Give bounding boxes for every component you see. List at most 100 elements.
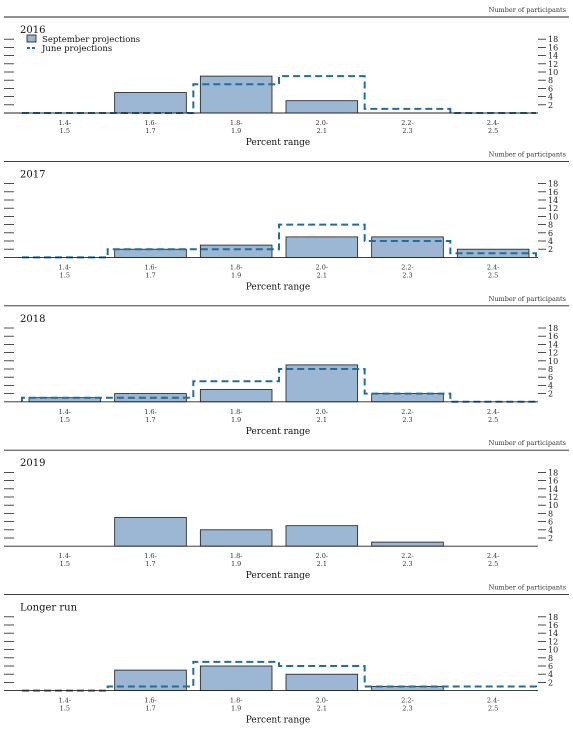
x-tick-label: 2.2-2.3	[401, 552, 414, 568]
y-tick-label: 6	[548, 373, 553, 382]
x-tick-label-line: 2.2-	[401, 263, 414, 271]
y-tick-label: 10	[548, 68, 558, 77]
x-tick-label-line: 2.4-	[487, 408, 500, 416]
x-tick-label-line: 1.6-	[144, 552, 157, 560]
x-tick-label-line: 2.5	[488, 271, 498, 279]
y-tick-label: 4	[548, 670, 553, 679]
x-tick-label: 1.6-1.7	[144, 552, 157, 568]
bar-september	[285, 673, 359, 692]
unit-label: Number of participants	[489, 439, 566, 447]
x-tick-label-line: 2.1	[317, 127, 327, 135]
y-tick-label: 14	[548, 52, 558, 61]
x-tick-label-line: 1.9	[231, 271, 241, 279]
x-tick-label-line: 2.4-	[487, 697, 500, 705]
panel-title: 2019	[20, 458, 45, 469]
x-tick-label-line: 2.2-	[401, 408, 414, 416]
x-tick-label-line: 2.5	[488, 127, 498, 135]
unit-label: Number of participants	[489, 6, 566, 14]
x-tick-label: 2.2-2.3	[401, 697, 414, 713]
y-tick-label: 8	[548, 221, 553, 230]
y-tick-label: 10	[548, 212, 558, 221]
x-tick-label-line: 2.1	[317, 416, 327, 424]
chart-panel-3: Number of participants 2019 24681012141618…	[4, 439, 569, 581]
y-tick-label: 12	[548, 204, 558, 213]
x-axis-label: Percent range	[246, 138, 310, 148]
bar-september	[285, 236, 359, 258]
bar-september	[371, 541, 444, 547]
y-tick-label: 12	[548, 637, 558, 646]
x-tick-label-line: 2.2-	[401, 552, 414, 560]
x-tick-label-line: 2.3	[402, 416, 412, 424]
x-tick-label-line: 2.5	[488, 416, 498, 424]
x-tick-label: 1.4-1.5	[59, 263, 72, 279]
x-tick-label-line: 2.1	[317, 271, 327, 279]
x-tick-label-line: 2.0-	[316, 552, 329, 560]
panel-title: 2018	[20, 314, 45, 325]
x-tick-label: 2.2-2.3	[401, 263, 414, 279]
y-tick-label: 14	[548, 340, 558, 349]
x-tick-label: 2.0-2.1	[316, 119, 329, 135]
y-tick-label: 4	[548, 237, 553, 246]
x-tick-label-line: 1.4-	[59, 408, 72, 416]
x-tick-label: 1.4-1.5	[59, 552, 72, 568]
x-tick-label-line: 1.7	[145, 560, 155, 568]
y-tick-label: 14	[548, 485, 558, 494]
x-tick-label-line: 2.4-	[487, 119, 500, 127]
x-axis-label: Percent range	[246, 427, 310, 437]
x-tick-label: 1.6-1.7	[144, 119, 157, 135]
y-tick-label: 4	[548, 93, 553, 102]
chart-panel-0: Number of participants 2016 24681012141618…	[4, 6, 569, 148]
legend-label-september: September projections	[42, 35, 140, 45]
x-tick-label: 1.6-1.7	[144, 263, 157, 279]
x-tick-label-line: 1.6-	[144, 263, 157, 271]
x-tick-label: 1.8-1.9	[230, 552, 243, 568]
y-tick-label: 14	[548, 629, 558, 638]
unit-label: Number of participants	[489, 150, 566, 158]
x-tick-label-line: 1.8-	[230, 408, 243, 416]
chart-panel-1: Number of participants 2017 24681012141618…	[4, 150, 569, 292]
x-tick-label-line: 1.8-	[230, 697, 243, 705]
x-tick-label: 2.4-2.5	[487, 697, 500, 713]
y-tick-label: 10	[548, 646, 558, 655]
bar-september	[199, 529, 273, 547]
bar-september	[285, 525, 359, 547]
x-tick-label-line: 2.5	[488, 705, 498, 713]
x-tick-label-line: 2.3	[402, 705, 412, 713]
y-tick-label: 18	[548, 35, 558, 44]
x-tick-label: 2.4-2.5	[487, 119, 500, 135]
x-tick-label-line: 1.5	[60, 127, 70, 135]
y-tick-label: 18	[548, 324, 558, 333]
x-axis-label: Percent range	[246, 282, 310, 292]
x-tick-label-line: 2.4-	[487, 552, 500, 560]
bar-september	[285, 364, 359, 403]
bar-september	[114, 92, 187, 114]
y-tick-label: 6	[548, 518, 553, 527]
line-june-projections	[22, 660, 537, 692]
y-tick-label: 6	[548, 662, 553, 671]
x-tick-label-line: 1.9	[231, 705, 241, 713]
x-tick-label-line: 1.8-	[230, 263, 243, 271]
x-tick-label: 2.0-2.1	[316, 408, 329, 424]
x-axis-label: Percent range	[246, 716, 310, 726]
y-tick-label: 2	[548, 678, 553, 687]
legend-label-june: June projections	[41, 44, 112, 54]
x-tick-label-line: 1.8-	[230, 552, 243, 560]
bar-september	[199, 75, 273, 114]
x-tick-label-line: 1.5	[60, 560, 70, 568]
unit-label: Number of participants	[489, 295, 566, 303]
x-tick-label: 1.4-1.5	[59, 119, 72, 135]
x-tick-label: 1.4-1.5	[59, 697, 72, 713]
x-tick-label-line: 1.4-	[59, 552, 72, 560]
x-tick-label: 2.2-2.3	[401, 119, 414, 135]
x-tick-label-line: 2.2-	[401, 119, 414, 127]
y-tick-label: 2	[548, 245, 553, 254]
x-tick-label-line: 2.5	[488, 560, 498, 568]
line-june-projections	[22, 223, 537, 259]
x-axis-label: Percent range	[246, 571, 310, 581]
y-tick-label: 10	[548, 501, 558, 510]
x-tick-label-line: 1.4-	[59, 697, 72, 705]
panel-title: 2016	[20, 25, 45, 36]
y-tick-label: 12	[548, 349, 558, 358]
y-tick-label: 6	[548, 84, 553, 93]
y-tick-label: 2	[548, 101, 553, 110]
